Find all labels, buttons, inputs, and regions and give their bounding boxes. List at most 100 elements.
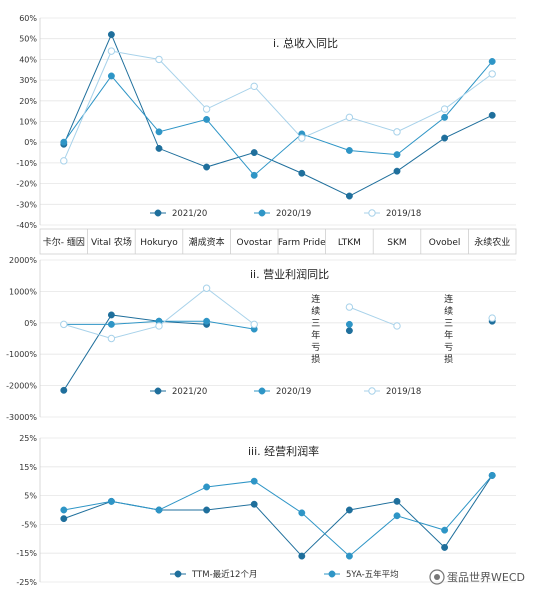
data-point bbox=[441, 113, 449, 121]
category-label: SKM bbox=[387, 238, 406, 248]
annotation-char: 续 bbox=[444, 305, 453, 317]
category-label: Ovostar bbox=[237, 238, 273, 248]
data-point bbox=[488, 58, 496, 65]
y-tick-label: 50% bbox=[19, 35, 37, 44]
data-point bbox=[393, 497, 401, 505]
annotation-char: 损 bbox=[311, 353, 320, 365]
data-point bbox=[155, 55, 163, 64]
data-point bbox=[60, 157, 68, 165]
data-point bbox=[60, 386, 68, 394]
category-label: 潮成资本 bbox=[189, 236, 225, 248]
y-tick-label: -2000% bbox=[6, 382, 37, 391]
data-point bbox=[393, 151, 401, 159]
legend-label: 2020/19 bbox=[276, 387, 311, 397]
annotation-char: 三 bbox=[311, 319, 320, 329]
y-tick-label: -10% bbox=[16, 159, 37, 168]
data-point bbox=[155, 506, 163, 514]
annotation-char: 续 bbox=[311, 305, 320, 317]
y-tick-label: -5% bbox=[21, 520, 37, 529]
series-line bbox=[63, 33, 493, 197]
legend-label: TTM-最近12个月 bbox=[191, 569, 257, 580]
watermark-logo-icon bbox=[429, 569, 445, 585]
annotation-char: 年 bbox=[311, 329, 320, 341]
y-tick-label: 15% bbox=[19, 463, 37, 472]
annotation-char: 亏 bbox=[311, 342, 320, 353]
data-point bbox=[60, 138, 68, 146]
data-point bbox=[258, 209, 266, 217]
data-point bbox=[155, 128, 163, 136]
chart-panel-3: -25% -15% -5% 5% 15% 25% iii. 经营利润率 TTM-最近12个月 5… bbox=[16, 434, 516, 587]
chart-panel-1: -40% -30% -20% -10% 0% 10% 20% 30% 40% 50% 60% i. 总… bbox=[16, 14, 516, 230]
category-label: 卡尔- 缅因 bbox=[43, 236, 85, 248]
series-line bbox=[63, 475, 493, 557]
data-point bbox=[345, 113, 354, 122]
category-label: Hokuryo bbox=[140, 238, 178, 248]
legend-label: 2021/20 bbox=[172, 387, 207, 397]
data-point bbox=[298, 169, 306, 177]
data-point bbox=[258, 387, 266, 395]
y-tick-label: 60% bbox=[19, 14, 37, 23]
data-point bbox=[441, 526, 449, 534]
annotation-char: 连 bbox=[444, 293, 453, 305]
data-point bbox=[154, 387, 162, 395]
legend-label: 2019/18 bbox=[386, 209, 421, 219]
legend-label: 2021/20 bbox=[172, 209, 207, 219]
y-tick-label: -25% bbox=[16, 578, 37, 587]
data-point bbox=[250, 149, 258, 157]
category-label: Farm Pride bbox=[278, 238, 326, 248]
legend-label: 5YA-五年平均 bbox=[346, 569, 399, 580]
data-point bbox=[345, 192, 353, 200]
series-line bbox=[63, 287, 255, 340]
data-point bbox=[441, 134, 449, 142]
data-point bbox=[203, 317, 211, 325]
data-point bbox=[488, 70, 496, 78]
annotation-char: 损 bbox=[444, 353, 453, 365]
data-point bbox=[440, 105, 449, 113]
y-tick-label: 5% bbox=[24, 492, 37, 501]
series-line bbox=[349, 306, 398, 327]
data-point bbox=[107, 31, 115, 39]
data-point bbox=[345, 320, 353, 328]
y-tick-label: 20% bbox=[19, 97, 37, 106]
chart-title: i. 总收入同比 bbox=[273, 36, 338, 50]
data-point bbox=[345, 506, 353, 514]
data-point bbox=[250, 477, 258, 485]
legend-label: 2019/18 bbox=[386, 387, 421, 397]
y-tick-label: -1000% bbox=[6, 350, 37, 359]
data-point bbox=[107, 311, 115, 319]
series-line bbox=[63, 314, 207, 391]
series-line bbox=[63, 475, 493, 557]
category-label: LTKM bbox=[338, 238, 361, 248]
data-point bbox=[488, 314, 496, 322]
data-point bbox=[393, 167, 401, 175]
data-point bbox=[250, 82, 258, 91]
annotation-char: 连 bbox=[311, 293, 320, 305]
y-tick-label: 0% bbox=[24, 138, 37, 147]
data-point bbox=[60, 515, 68, 523]
data-point bbox=[393, 128, 401, 136]
category-label: 永续农业 bbox=[474, 236, 510, 248]
data-point bbox=[203, 115, 211, 123]
data-point bbox=[328, 570, 336, 578]
data-point bbox=[345, 327, 353, 335]
data-point bbox=[393, 512, 401, 520]
data-point bbox=[203, 483, 211, 491]
y-tick-label: -15% bbox=[16, 549, 37, 558]
annotation-char: 亏 bbox=[444, 342, 453, 353]
annotation-char: 年 bbox=[444, 329, 453, 341]
data-point bbox=[298, 552, 306, 560]
data-point bbox=[345, 552, 353, 560]
watermark-logo-dot bbox=[434, 574, 440, 580]
data-point bbox=[345, 303, 354, 311]
y-tick-label: 1000% bbox=[9, 287, 37, 296]
annotation-char: 三 bbox=[444, 319, 453, 329]
data-point bbox=[250, 500, 258, 508]
y-tick-label: 30% bbox=[19, 76, 37, 85]
y-tick-label: 40% bbox=[19, 55, 37, 64]
data-point bbox=[155, 322, 163, 330]
data-point bbox=[202, 284, 211, 292]
data-point bbox=[393, 322, 401, 330]
data-point bbox=[441, 543, 449, 551]
